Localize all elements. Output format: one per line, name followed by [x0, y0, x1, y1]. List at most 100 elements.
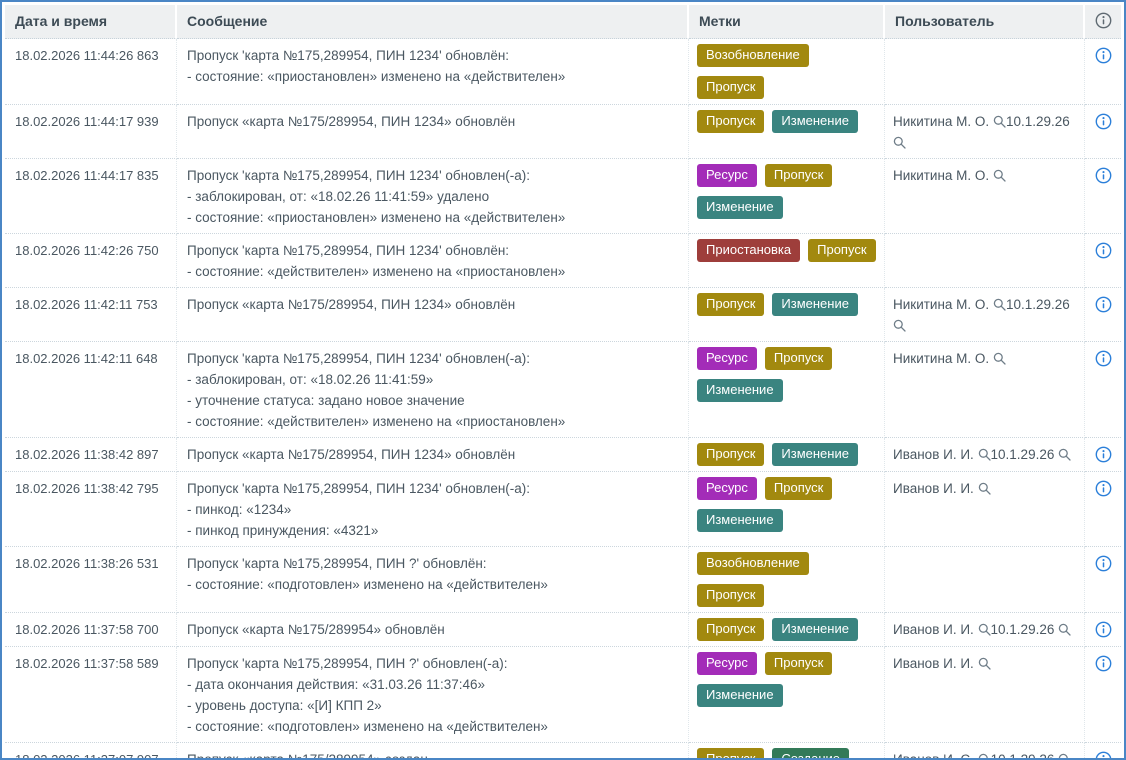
cell-tags: Возобновление Пропуск	[689, 547, 885, 613]
cell-message: Пропуск 'карта №175,289954, ПИН 1234' об…	[177, 234, 689, 288]
cell-datetime: 18.02.2026 11:38:42 795	[5, 472, 177, 547]
cell-info	[1085, 234, 1121, 288]
cell-message: Пропуск 'карта №175,289954, ПИН ?' обнов…	[177, 547, 689, 613]
message-line: - состояние: «подготовлен» изменено на «…	[187, 577, 548, 592]
cell-datetime: 18.02.2026 11:44:17 939	[5, 105, 177, 159]
search-icon[interactable]	[1058, 619, 1071, 640]
column-header-user[interactable]: Пользователь	[885, 5, 1085, 39]
row-info-icon[interactable]	[1095, 350, 1112, 367]
tag-badge: Пропуск	[697, 76, 765, 99]
message-line: - дата окончания действия: «31.03.26 11:…	[187, 677, 486, 692]
user-name: Иванов И. И.	[893, 481, 991, 496]
tag-badge: Пропуск	[697, 618, 765, 641]
cell-user	[885, 39, 1085, 105]
user-name: Иванов И. С. 10.1.29.26	[893, 749, 1054, 758]
row-info-icon[interactable]	[1095, 621, 1112, 638]
message-line: Пропуск 'карта №175,289954, ПИН 1234' об…	[187, 168, 531, 183]
message-line: Пропуск «карта №175/289954» обновлён	[187, 622, 445, 637]
cell-tags: Ресурс Пропуск Изменение	[689, 647, 885, 743]
message-line: Пропуск 'карта №175,289954, ПИН ?' обнов…	[187, 556, 487, 571]
message-line: - состояние: «приостановлен» изменено на…	[187, 69, 566, 84]
search-icon[interactable]	[978, 749, 991, 758]
cell-tags: Пропуск Создание	[689, 743, 885, 758]
cell-info	[1085, 342, 1121, 438]
message-line: - уточнение статуса: задано новое значен…	[187, 393, 465, 408]
cell-info	[1085, 288, 1121, 342]
row-info-icon[interactable]	[1095, 47, 1112, 64]
cell-message: Пропуск 'карта №175,289954, ПИН 1234' об…	[177, 342, 689, 438]
tag-badge: Изменение	[772, 443, 858, 466]
row-info-icon[interactable]	[1095, 296, 1112, 313]
column-header-datetime[interactable]: Дата и время	[5, 5, 177, 39]
user-name: Иванов И. И. 10.1.29.26	[893, 447, 1054, 462]
cell-datetime: 18.02.2026 11:44:26 863	[5, 39, 177, 105]
user-name: Никитина М. О.	[893, 351, 1006, 366]
info-icon	[1095, 12, 1112, 32]
row-info-icon[interactable]	[1095, 167, 1112, 184]
search-icon[interactable]	[893, 315, 906, 336]
cell-tags: Пропуск Изменение	[689, 613, 885, 647]
cell-user: Никитина М. О.	[885, 342, 1085, 438]
row-info-icon[interactable]	[1095, 751, 1112, 758]
cell-message: Пропуск «карта №175/289954» обновлён	[177, 613, 689, 647]
user-name: Никитина М. О. 10.1.29.26	[893, 297, 1070, 312]
column-header-tags[interactable]: Метки	[689, 5, 885, 39]
tag-badge: Пропуск	[697, 110, 765, 133]
tag-badge: Возобновление	[697, 44, 809, 67]
cell-datetime: 18.02.2026 11:38:26 531	[5, 547, 177, 613]
message-line: Пропуск 'карта №175,289954, ПИН 1234' об…	[187, 243, 510, 258]
cell-user: Иванов И. И. 10.1.29.26	[885, 613, 1085, 647]
row-info-icon[interactable]	[1095, 446, 1112, 463]
search-icon[interactable]	[993, 348, 1006, 369]
column-header-message[interactable]: Сообщение	[177, 5, 689, 39]
search-icon[interactable]	[978, 478, 991, 499]
cell-user: Никитина М. О. 10.1.29.26	[885, 288, 1085, 342]
cell-info	[1085, 547, 1121, 613]
cell-info	[1085, 39, 1121, 105]
search-icon[interactable]	[993, 165, 1006, 186]
search-icon[interactable]	[1058, 444, 1071, 465]
cell-datetime: 18.02.2026 11:42:11 753	[5, 288, 177, 342]
search-icon[interactable]	[993, 294, 1006, 315]
message-line: Пропуск 'карта №175,289954, ПИН 1234' об…	[187, 351, 531, 366]
tag-badge: Приостановка	[697, 239, 801, 262]
tag-badge: Ресурс	[697, 347, 757, 370]
tag-badge: Пропуск	[697, 584, 765, 607]
user-name: Никитина М. О. 10.1.29.26	[893, 114, 1070, 129]
tag-badge: Пропуск	[764, 477, 833, 500]
search-icon[interactable]	[993, 111, 1006, 132]
search-icon[interactable]	[893, 132, 906, 153]
row-info-icon[interactable]	[1095, 480, 1112, 497]
tag-badge: Пропуск	[764, 652, 833, 675]
search-icon[interactable]	[978, 444, 991, 465]
message-line: - состояние: «действителен» изменено на …	[187, 264, 566, 279]
message-line: Пропуск «карта №175/289954, ПИН 1234» об…	[187, 297, 516, 312]
tag-badge: Пропуск	[764, 164, 833, 187]
cell-info	[1085, 743, 1121, 758]
row-info-icon[interactable]	[1095, 113, 1112, 130]
cell-user: Никитина М. О.	[885, 159, 1085, 234]
tag-badge: Ресурс	[697, 477, 757, 500]
column-header-info	[1085, 5, 1121, 39]
message-line: - пинкод принуждения: «4321»	[187, 523, 379, 538]
search-icon[interactable]	[1058, 749, 1071, 758]
message-line: - пинкод: «1234»	[187, 502, 292, 517]
message-line: Пропуск 'карта №175,289954, ПИН 1234' об…	[187, 481, 531, 496]
row-info-icon[interactable]	[1095, 555, 1112, 572]
tag-badge: Пропуск	[697, 748, 765, 758]
tag-badge: Изменение	[772, 110, 858, 133]
tag-badge: Возобновление	[697, 552, 809, 575]
cell-message: Пропуск «карта №175/289954, ПИН 1234» об…	[177, 438, 689, 472]
tag-badge: Изменение	[772, 618, 858, 641]
row-info-icon[interactable]	[1095, 655, 1112, 672]
search-icon[interactable]	[978, 619, 991, 640]
message-line: Пропуск «карта №175/289954, ПИН 1234» об…	[187, 114, 516, 129]
row-info-icon[interactable]	[1095, 242, 1112, 259]
message-line: - состояние: «приостановлен» изменено на…	[187, 210, 566, 225]
cell-tags: Пропуск Изменение	[689, 438, 885, 472]
audit-log-table: Дата и время Сообщение Метки Пользовател…	[5, 5, 1121, 758]
tag-badge: Ресурс	[697, 652, 757, 675]
search-icon[interactable]	[978, 653, 991, 674]
cell-message: Пропуск 'карта №175,289954, ПИН 1234' об…	[177, 39, 689, 105]
